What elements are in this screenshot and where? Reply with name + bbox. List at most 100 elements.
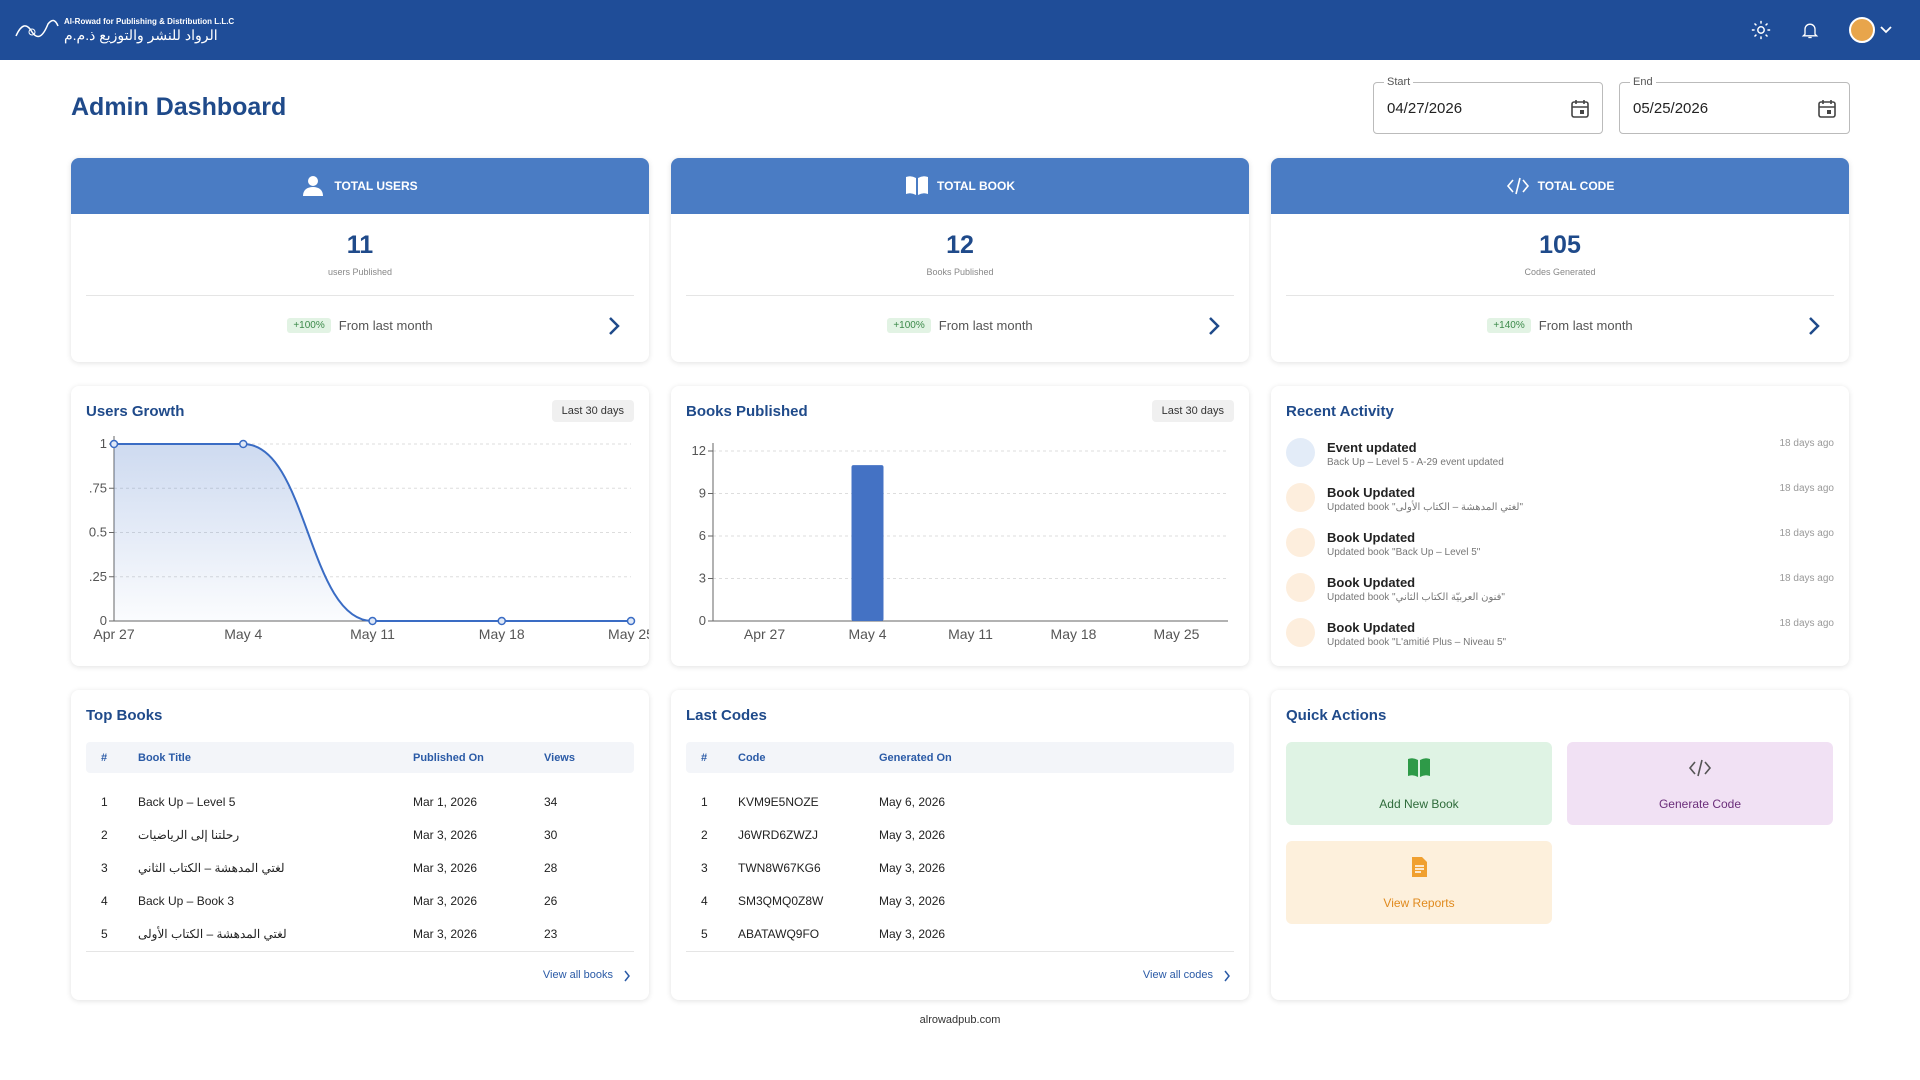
start-date[interactable]: Start 04/27/2026	[1373, 76, 1603, 134]
point	[497, 616, 506, 626]
activity-icon	[1286, 528, 1315, 557]
change-badge: +100%	[887, 318, 931, 333]
end-date[interactable]: End 05/25/2026	[1619, 76, 1850, 134]
table-cell: 3	[701, 861, 708, 875]
settings-icon[interactable]	[1750, 19, 1772, 41]
activity-detail: Updated book "Back Up – Level 5"	[1327, 547, 1481, 558]
change-note: From last month	[338, 318, 433, 333]
avatar[interactable]	[1849, 17, 1875, 43]
table-cell: 4	[701, 894, 708, 908]
view-all-link[interactable]: View all codes	[1142, 969, 1213, 981]
chevron-path	[1809, 317, 1820, 335]
y-tick-label: .25	[89, 569, 107, 584]
activity-time: 18 days ago	[1779, 573, 1835, 584]
stat-card: TOTAL USERS 11 users Published +100% From la…	[71, 158, 649, 362]
chart-card: Users Growth Last 30 days 0 .25 0.5 .75 1 Apr 2…	[71, 386, 649, 666]
stat-header: TOTAL USERS	[71, 158, 649, 214]
x-tick-label: Apr 27	[744, 626, 785, 642]
details-chevron[interactable]	[607, 316, 621, 336]
y-tick-label: 9	[699, 486, 706, 501]
stat-value: 105	[1539, 231, 1581, 259]
change-badge: +140%	[1487, 318, 1531, 333]
calendar-icon[interactable]	[1818, 99, 1836, 119]
x-tick-label: May 18	[479, 626, 525, 642]
end-value: 05/25/2026	[1633, 100, 1709, 117]
quick-action[interactable]: View Reports	[1286, 841, 1552, 924]
table-cell: Back Up – Level 5	[138, 795, 236, 809]
table-cell: 28	[544, 861, 558, 875]
separator	[1286, 295, 1834, 296]
y-tick-label: 12	[692, 443, 706, 458]
stat-caption: users Published	[327, 267, 393, 277]
y-tick-label: .75	[89, 480, 107, 495]
activity-detail: Updated book "L'amitié Plus – Niveau 5"	[1327, 637, 1507, 648]
range-badge[interactable]: Last 30 days	[1151, 400, 1234, 422]
activity-item-title: Book Updated	[1327, 620, 1416, 635]
stat-card: TOTAL CODE 105 Codes Generated +140% From la…	[1271, 158, 1849, 362]
activity-item-title: Book Updated	[1327, 530, 1416, 545]
avatar-caret[interactable]	[1880, 26, 1892, 34]
table-header	[686, 742, 1234, 773]
stat-icon	[1506, 177, 1529, 195]
stat-icon	[906, 176, 928, 195]
table-cell: May 3, 2026	[879, 927, 946, 941]
view-all-link[interactable]: View all books	[542, 969, 613, 981]
activity-time: 18 days ago	[1779, 618, 1835, 629]
separator	[686, 295, 1234, 296]
start-label: Start	[1384, 76, 1414, 88]
separator	[686, 951, 1234, 952]
y-tick-label: 0.5	[89, 525, 107, 540]
table-cell: 5	[701, 927, 708, 941]
stat-title: TOTAL CODE	[1537, 179, 1615, 193]
details-chevron[interactable]	[1207, 316, 1221, 336]
stat-footer: +140% From last month	[1271, 318, 1849, 333]
activity-time: 18 days ago	[1779, 483, 1835, 494]
activity-item-title: Book Updated	[1327, 575, 1416, 590]
table-cell: May 3, 2026	[879, 861, 946, 875]
quick-action[interactable]: Add New Book	[1286, 742, 1552, 825]
card-title: Last Codes	[686, 707, 767, 724]
quick-action[interactable]: Generate Code	[1567, 742, 1833, 825]
stat-value: 11	[346, 231, 374, 259]
column-header: Views	[544, 752, 575, 764]
notification-icon[interactable]	[1800, 20, 1820, 40]
table-cell: J6WRD6ZWZJ	[738, 828, 818, 842]
table-cell: لغتي المدهشة – الكتاب الثاني	[138, 861, 285, 875]
chart-card: Books Published Last 30 days 0 3 6 9 12 Apr 27 M…	[671, 386, 1249, 666]
area	[114, 444, 631, 621]
range-badge[interactable]: Last 30 days	[551, 400, 634, 422]
table-cell: Mar 3, 2026	[413, 927, 478, 941]
table-cell: Mar 3, 2026	[413, 861, 478, 875]
stat-header: TOTAL CODE	[1271, 158, 1849, 214]
footer-site: alrowadpub.com	[919, 1014, 1001, 1026]
change-badge: +100%	[287, 318, 331, 333]
y-tick-label: 1	[100, 436, 107, 451]
table-cell: لغتي المدهشة – الكتاب الأولى	[138, 927, 287, 941]
chevron-path	[1209, 317, 1220, 335]
link-chevron[interactable]	[1223, 970, 1231, 982]
page-title: Admin Dashboard	[71, 93, 287, 121]
table-cell: Mar 3, 2026	[413, 894, 478, 908]
table-cell: ABATAWQ9FO	[738, 927, 820, 941]
link-chevron[interactable]	[623, 970, 631, 982]
calendar-icon[interactable]	[1571, 99, 1589, 119]
stat-icon	[303, 176, 324, 196]
details-chevron[interactable]	[1807, 316, 1821, 336]
table-cell: May 3, 2026	[879, 894, 946, 908]
column-header: Published On	[413, 752, 484, 764]
chart: 0 3 6 9 12 Apr 27 May 4 May 11 May 18 May 25	[692, 443, 1228, 642]
table-cell: Back Up – Book 3	[138, 894, 235, 908]
stat-caption: Books Published	[926, 267, 994, 277]
stat-card: TOTAL BOOK 12 Books Published +100% From las…	[671, 158, 1249, 362]
table-cell: 30	[544, 828, 558, 842]
quick-actions-title: Quick Actions	[1286, 707, 1387, 724]
quick-action-label: Add New Book	[1379, 797, 1459, 811]
y-tick-label: 6	[699, 528, 706, 543]
table-cell: KVM9E5NOZE	[738, 795, 819, 809]
end-label: End	[1630, 76, 1656, 88]
table-cell: رحلتنا إلى الرياضيات	[138, 828, 240, 842]
chart-title: Books Published	[686, 403, 808, 420]
activity-detail: Updated book "فنون العربيّة الكتاب الثان…	[1327, 592, 1505, 603]
stat-value: 12	[946, 231, 974, 259]
